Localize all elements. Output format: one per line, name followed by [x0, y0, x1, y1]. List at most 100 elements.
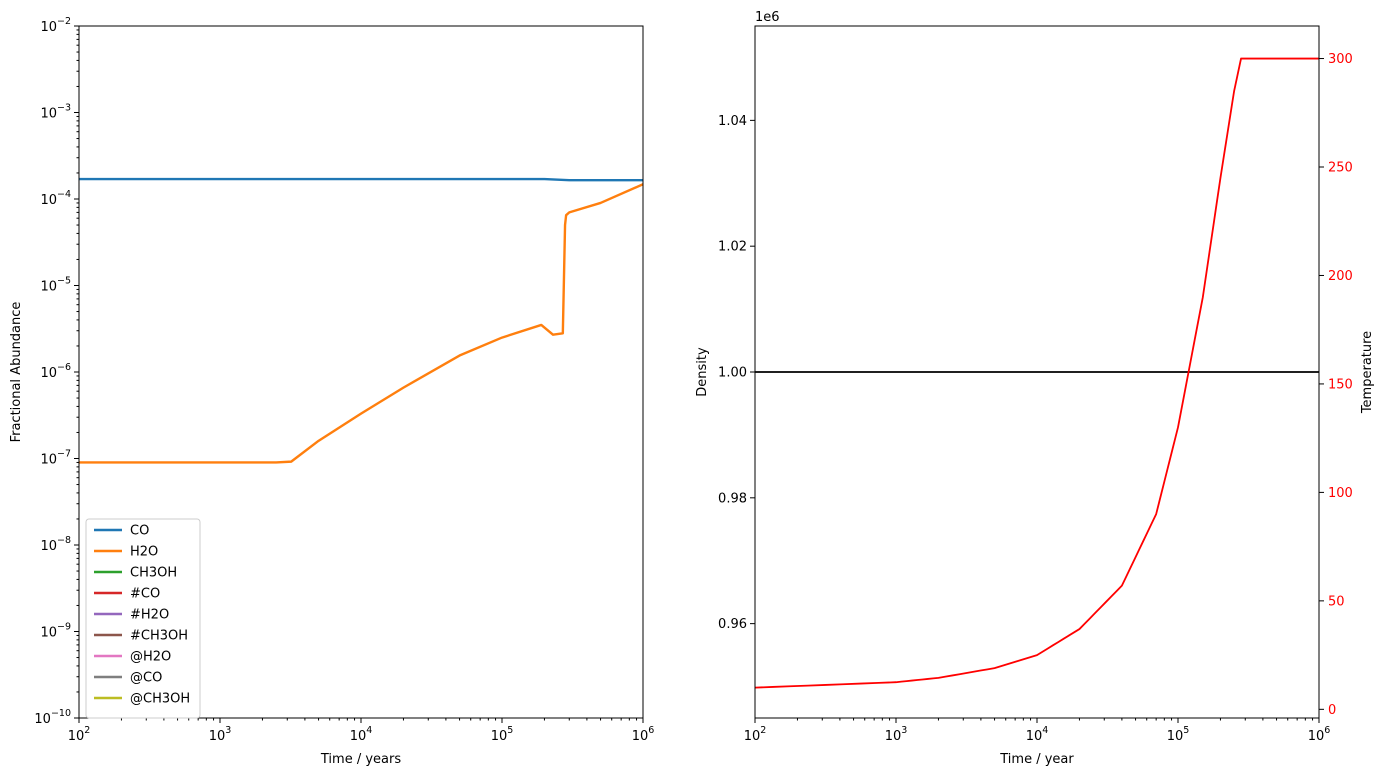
abundance-x-ticks: 102 103 104 105 106 — [68, 718, 655, 744]
abundance-lines — [79, 177, 644, 464]
y-tick-label-exponent: −4 — [57, 189, 71, 200]
x-tick-label-exponent: 2 — [84, 725, 90, 736]
y-tick-label-base: 10 — [40, 453, 57, 468]
y-tick-label-base: 10 — [40, 366, 57, 381]
density-y-ticks: 0.96 0.98 1.00 1.02 1.04 — [718, 114, 755, 632]
y-tick-label: 0.96 — [718, 617, 747, 632]
x-tick-label: 102 — [744, 725, 767, 744]
x-tick-label-exponent: 6 — [648, 725, 654, 736]
y-tick-label-exponent: −2 — [57, 16, 71, 27]
y-tick-label-base: 10 — [40, 626, 57, 641]
y-tick-label-base: 10 — [40, 280, 57, 295]
x-tick-label: 105 — [1167, 725, 1190, 744]
legend-label: #H2O — [130, 608, 169, 623]
x-tick-label-exponent: 5 — [1183, 725, 1189, 736]
y-tick-label-exponent: −10 — [51, 708, 71, 719]
x-tick-label-base: 10 — [209, 729, 226, 744]
x-tick-label: 105 — [491, 725, 514, 744]
y-tick-label-exponent: −3 — [57, 103, 71, 114]
legend-label: @CO — [130, 671, 162, 686]
y-tick-label-exponent: −7 — [57, 449, 71, 460]
x-tick-label-base: 10 — [68, 729, 85, 744]
temperature-y-ticks: 0 50 100 150 200 250 300 — [1319, 52, 1353, 718]
x-tick-label-base: 10 — [491, 729, 508, 744]
y-tick-label-exponent: −9 — [57, 622, 71, 633]
x-tick-label-base: 10 — [632, 729, 649, 744]
x-tick-label: 102 — [68, 725, 91, 744]
y-tick-label-exponent: −6 — [57, 362, 71, 373]
x-tick-label-base: 10 — [1167, 729, 1184, 744]
y2-tick-label: 150 — [1328, 377, 1353, 392]
x-tick-label-exponent: 6 — [1324, 725, 1330, 736]
x-tick-label-base: 10 — [744, 729, 761, 744]
y-tick-label: 1.02 — [718, 240, 747, 255]
x-tick-label-exponent: 3 — [225, 725, 231, 736]
y-tick-label: 10−7 — [40, 449, 71, 468]
abundance-legend: CO H2O CH3OH #CO #H2O #CH3OH @H2O @CO @CH3OH — [85, 518, 201, 719]
y2-tick-label: 300 — [1328, 52, 1353, 67]
abundance-y-axis-label: Fractional Abundance — [9, 302, 24, 443]
density-y-axis-label: Density — [695, 347, 710, 397]
y-tick-label-base: 10 — [40, 193, 57, 208]
x-tick-label-exponent: 3 — [901, 725, 907, 736]
y-tick-label: 10−6 — [40, 362, 71, 381]
x-tick-label: 104 — [1026, 725, 1049, 744]
y2-tick-label: 250 — [1328, 161, 1353, 176]
series-line-h2o — [79, 183, 644, 464]
series-line-co — [79, 177, 643, 182]
y-tick-label-exponent: −5 — [57, 276, 71, 287]
x-tick-label-base: 10 — [350, 729, 367, 744]
legend-label: CO — [130, 524, 149, 539]
x-tick-label-base: 10 — [1026, 729, 1043, 744]
x-tick-label: 104 — [350, 725, 373, 744]
y-tick-label: 1.00 — [718, 366, 747, 381]
x-tick-label: 103 — [885, 725, 908, 744]
density-x-ticks: 102 103 104 105 106 — [744, 718, 1331, 744]
y-tick-label: 10−4 — [40, 189, 71, 208]
y-tick-label-base: 10 — [40, 539, 57, 554]
y-tick-label: 0.98 — [718, 491, 747, 506]
density-offset-text: 1e6 — [755, 10, 780, 25]
legend-label: #CO — [130, 587, 160, 602]
abundance-x-axis-label: Time / years — [320, 752, 401, 767]
y2-tick-label: 0 — [1328, 703, 1336, 718]
legend-label: @CH3OH — [130, 692, 190, 707]
density-temperature-panel: 102 103 104 105 106 0.960.981.001.021.04 050… — [695, 10, 1375, 767]
x-tick-label: 106 — [632, 725, 655, 744]
legend-label: CH3OH — [130, 566, 177, 581]
legend-label: #CH3OH — [130, 629, 188, 644]
x-tick-label-base: 10 — [1308, 729, 1325, 744]
y2-tick-label: 200 — [1328, 269, 1353, 284]
density-temperature-lines — [754, 57, 1319, 689]
y-tick-label: 1.04 — [718, 114, 747, 129]
legend-label: @H2O — [130, 650, 171, 665]
legend-label: H2O — [130, 545, 158, 560]
y-tick-label: 10−9 — [40, 622, 71, 641]
y-tick-label: 10−2 — [40, 16, 71, 35]
x-tick-label-exponent: 5 — [507, 725, 513, 736]
y-tick-label-base: 10 — [34, 712, 51, 727]
y-tick-label: 10−3 — [40, 103, 71, 122]
x-tick-label-exponent: 4 — [1042, 725, 1048, 736]
y2-tick-label: 50 — [1328, 594, 1345, 609]
y-tick-label: 10−5 — [40, 276, 71, 295]
legend-frame — [85, 518, 201, 719]
y2-tick-label: 100 — [1328, 486, 1353, 501]
y-tick-label-base: 10 — [40, 20, 57, 35]
x-tick-label-exponent: 4 — [366, 725, 372, 736]
x-tick-label: 106 — [1308, 725, 1331, 744]
y-tick-label-base: 10 — [40, 107, 57, 122]
density-x-axis-label: Time / year — [999, 752, 1074, 767]
y-tick-label: 10−8 — [40, 535, 71, 554]
temperature-line — [754, 57, 1319, 689]
x-tick-label-exponent: 2 — [760, 725, 766, 736]
abundance-panel: 102 103 104 105 106 10−1010−910−810−710−610−… — [9, 16, 654, 767]
x-tick-label: 103 — [209, 725, 232, 744]
temperature-y-axis-label: Temperature — [1360, 331, 1375, 414]
y-tick-label: 10−10 — [34, 708, 71, 727]
x-tick-label-base: 10 — [885, 729, 902, 744]
y-tick-label-exponent: −8 — [57, 535, 71, 546]
